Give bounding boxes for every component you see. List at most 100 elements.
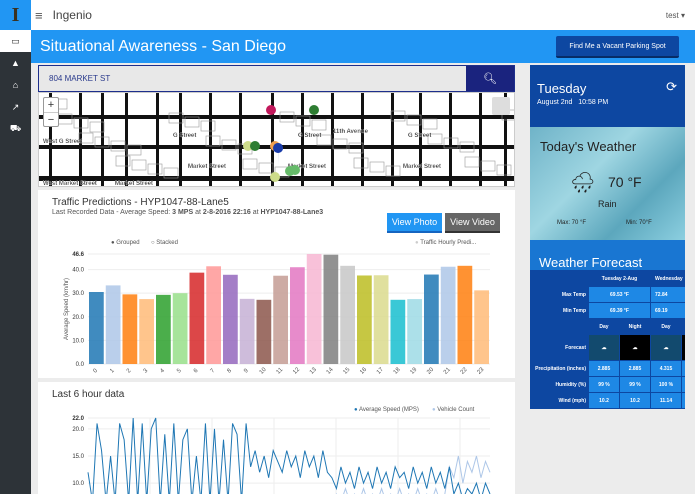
x-tick-label: 1 [109, 368, 116, 375]
x-tick-label: 6 [193, 368, 200, 375]
warning-icon: ▲ [11, 58, 20, 68]
street [156, 93, 159, 186]
refresh-icon[interactable]: ⟳ [666, 79, 677, 94]
cell: 100 % [650, 376, 682, 393]
logo[interactable]: I [0, 0, 31, 30]
period: Day [650, 318, 682, 335]
row-label: Wind (mph) [530, 392, 589, 409]
legend-count[interactable]: ● Vehicle Count [432, 407, 475, 413]
building [205, 135, 221, 147]
stacked-label: Stacked [156, 240, 178, 246]
bar [206, 266, 221, 364]
zoom-out-button[interactable]: − [44, 112, 58, 126]
legend-item[interactable]: ● Traffic Hourly Predi... [415, 240, 477, 246]
sidebar-item-car[interactable]: ⛟ [0, 118, 31, 140]
street-label: 11th Avenue [333, 129, 369, 135]
cell: 99 % [619, 376, 651, 393]
cell: 72.84 [649, 286, 685, 303]
x-tick-label: 5 [176, 368, 183, 375]
zoom-in-button[interactable]: + [47, 99, 55, 111]
x-tick-label: 14 [326, 366, 335, 375]
bar [457, 265, 473, 364]
building [131, 159, 147, 171]
bar [407, 299, 422, 364]
street [271, 93, 274, 186]
view-video-button[interactable]: View Video [445, 213, 500, 233]
sidebar-item-alerts[interactable]: ▲ [0, 52, 31, 74]
street-label: G Street [408, 133, 431, 139]
building [258, 162, 274, 174]
date: August 2nd [537, 99, 573, 106]
street [391, 93, 394, 186]
speed: 3 MPS [172, 209, 194, 216]
row-label: Humidity (%) [530, 376, 589, 393]
view-photo-button[interactable]: View Photo [387, 213, 442, 233]
building [316, 134, 332, 146]
map[interactable]: West G Street G Street G Street G Street Mar… [38, 92, 515, 187]
layers-icon[interactable] [492, 97, 510, 115]
building [385, 165, 401, 177]
building [422, 118, 438, 130]
rain-cloud-icon: 🌧︎ [570, 172, 596, 194]
page-header: Situational Awareness - San Diego Find M… [31, 30, 695, 63]
cell: 4.315 [650, 360, 682, 377]
last-6-hour-card: Last 6 hour data ● Average Speed (MPS) ●… [38, 382, 515, 494]
row-label: Min Temp [530, 302, 589, 319]
user-menu[interactable]: test ▾ [665, 10, 685, 20]
traffic-predictions-card: Traffic Predictions - HYP1047-88-Lane5 L… [38, 190, 515, 378]
condition: Rain [598, 199, 617, 209]
building [353, 157, 369, 169]
date-time: August 2nd 10:58 PM [537, 99, 685, 106]
bar [105, 285, 121, 364]
label: Last Recorded Data - Average Speed: [52, 209, 173, 216]
forecast-title: Weather Forecast [530, 240, 685, 270]
legend-speed[interactable]: ● Average Speed (MPS) [354, 407, 419, 413]
sidebar-item-chart[interactable]: ↗ [0, 96, 31, 118]
street-label: Market Street [188, 164, 226, 170]
y-tick-label: 40.0 [72, 268, 84, 274]
x-tick-label: 3 [143, 368, 150, 375]
map-marker [270, 172, 280, 182]
today-title: Today's Weather [540, 139, 637, 154]
day-header: Wednesday [649, 270, 685, 287]
building [110, 140, 126, 152]
street [179, 93, 182, 186]
day-header: Tuesday 2-Aug [588, 270, 651, 287]
cell: 69.39 °F [588, 302, 651, 319]
hamburger-icon[interactable]: ≡ [35, 7, 43, 23]
street [239, 93, 242, 186]
search-button[interactable]: 🔍︎ [466, 66, 514, 91]
building [147, 163, 163, 175]
bar [156, 294, 171, 364]
building [242, 158, 258, 170]
find-parking-button[interactable]: Find Me a Vacant Parking Spot [556, 36, 679, 58]
page-title: Situational Awareness - San Diego [40, 37, 287, 55]
building [115, 155, 131, 167]
sidebar-item-monitor[interactable]: ▭ [0, 30, 31, 52]
bar [357, 275, 372, 364]
address-search: 🔍︎ [38, 65, 515, 92]
y-tick-label: 10.0 [72, 338, 84, 344]
legend-label: Traffic Hourly Predi... [420, 240, 477, 246]
search-input[interactable] [39, 66, 466, 91]
x-tick-label: 21 [443, 366, 452, 375]
legend-label: Average Speed (MPS) [358, 407, 419, 413]
row-label: Forecast [530, 334, 589, 361]
bar [89, 292, 104, 364]
x-tick-label: 23 [476, 366, 485, 375]
app-name: Ingenio [52, 8, 92, 22]
grouped-radio[interactable]: ● Grouped [111, 240, 140, 246]
y-tick-label: 22.0 [72, 416, 84, 422]
building [459, 141, 475, 153]
building [78, 132, 94, 144]
bar [122, 294, 138, 364]
sidebar-item-bank[interactable]: ⌂ [0, 74, 31, 96]
rain-cloud-icon: ☁ [619, 334, 651, 361]
line-chart: 10.0 15.0 20.0 22.0 [72, 416, 491, 494]
forecast-table-scroll[interactable]: Tuesday 2-Aug Wednesday Max Temp 69.53 °F 7… [530, 270, 685, 450]
stacked-radio[interactable]: ○ Stacked [151, 240, 178, 246]
bar-chart: 0.0 10.0 20.0 30.0 40.0 46.6 Average Speed (km… [64, 252, 490, 376]
at: at [193, 209, 203, 216]
street [419, 93, 422, 186]
bar [323, 254, 339, 364]
